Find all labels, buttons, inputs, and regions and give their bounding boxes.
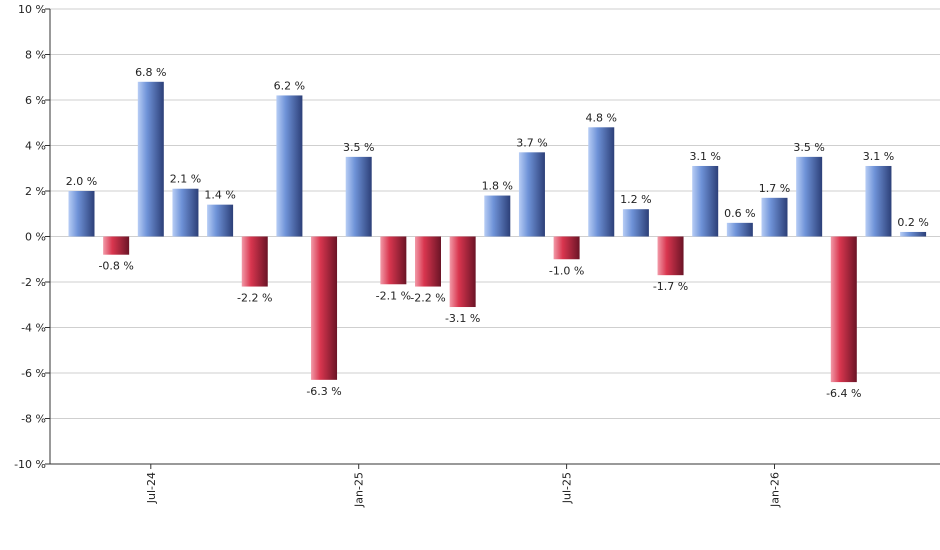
y-tick-label: -8 % (21, 413, 46, 426)
y-tick-label: 4 % (25, 140, 46, 153)
bar (726, 222, 753, 237)
y-tick-label: 2 % (25, 185, 46, 198)
data-label: 4.8 % (586, 111, 617, 124)
bar (865, 165, 892, 237)
data-label: 6.8 % (135, 66, 166, 79)
axes (49, 9, 940, 465)
data-label: 3.5 % (793, 141, 824, 154)
y-axis-tick-labels: -10 % -8 % -6 % -4 % -2 % 0 % 2 % 4 % 6 % 8 % 10 % (14, 3, 46, 471)
bar (311, 236, 338, 380)
data-label: -2.2 % (410, 292, 445, 305)
data-label: 1.7 % (759, 182, 790, 195)
bar (796, 156, 823, 237)
x-tick-label: Jan-26 (769, 472, 782, 508)
bar (692, 165, 719, 237)
data-label: -3.1 % (445, 312, 480, 325)
data-label: -1.0 % (549, 264, 584, 277)
bar (588, 127, 615, 237)
y-tick-label: 6 % (25, 94, 46, 107)
data-labels: 2.0 % -0.8 % 6.8 % 2.1 %1.4 % -2.2 % 6.2 % -6.… (66, 66, 929, 400)
bar (137, 81, 164, 237)
data-label: -6.3 % (306, 385, 341, 398)
bar (484, 195, 511, 237)
data-label: -0.8 % (98, 260, 133, 273)
x-axis-tick-labels: Jul-24 Jan-25 Jul-25 Jan-26 (145, 464, 782, 508)
y-tick-label: 10 % (18, 3, 46, 16)
bar (657, 236, 684, 276)
data-label: -1.7 % (653, 280, 688, 293)
y-tick-label: 0 % (25, 231, 46, 244)
x-tick-label: Jan-25 (353, 472, 366, 508)
bar (553, 236, 580, 260)
data-label: 1.8 % (482, 180, 513, 193)
data-label: 3.5 % (343, 141, 374, 154)
data-label: 1.4 % (204, 189, 235, 202)
data-label: 0.6 % (724, 207, 755, 220)
bar (276, 95, 303, 237)
bar (68, 191, 95, 237)
y-tick-label: 8 % (25, 49, 46, 62)
y-tick-label: -2 % (21, 276, 46, 289)
data-label: -6.4 % (826, 387, 861, 400)
bar (449, 236, 476, 308)
data-label: 1.2 % (620, 193, 651, 206)
data-label: 3.1 % (689, 150, 720, 163)
bar (622, 209, 649, 237)
bar (830, 236, 857, 383)
data-label: 6.2 % (274, 79, 305, 92)
data-label: 3.7 % (516, 136, 547, 149)
bar (207, 204, 234, 237)
data-label: -2.1 % (376, 289, 411, 302)
data-label: 2.1 % (170, 173, 201, 186)
bar (103, 236, 130, 255)
data-label: 0.2 % (897, 216, 928, 229)
bars (68, 81, 927, 383)
bar (518, 152, 545, 237)
bar (415, 236, 441, 287)
bar (380, 236, 407, 285)
bar (172, 188, 199, 237)
y-tick-label: -6 % (21, 367, 46, 380)
y-tick-label: -10 % (14, 458, 46, 471)
y-tick-label: -4 % (21, 322, 46, 335)
x-tick-label: Jul-25 (561, 472, 574, 504)
bar (761, 197, 788, 237)
bar (345, 156, 372, 237)
data-label: 2.0 % (66, 175, 97, 188)
x-tick-label: Jul-24 (145, 472, 158, 504)
data-label: 3.1 % (863, 150, 894, 163)
data-label: -2.2 % (237, 292, 272, 305)
bar (241, 236, 268, 287)
bar (900, 231, 927, 237)
